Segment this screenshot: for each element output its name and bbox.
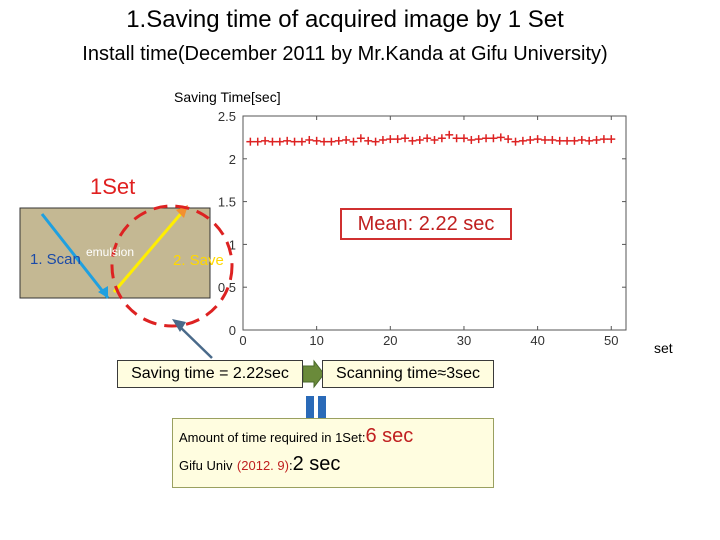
one-set-label: 1Set — [90, 174, 136, 199]
callout-arrow — [177, 324, 213, 359]
y-axis-label: Saving Time[sec] — [174, 89, 281, 105]
save-highlight-circle — [110, 204, 234, 328]
y-tick-label: 0 — [229, 323, 236, 338]
equals-bar-right — [318, 396, 326, 418]
data-point — [555, 136, 564, 145]
scanning-time-box: Scanning time≈3sec — [322, 360, 494, 388]
data-point — [592, 135, 601, 144]
data-point — [393, 135, 402, 144]
data-point — [511, 137, 520, 146]
data-point — [312, 136, 321, 145]
data-point — [518, 136, 527, 145]
data-point — [253, 137, 262, 146]
summary-line2-label: Gifu Univ — [179, 458, 233, 473]
data-point — [563, 136, 572, 145]
save-label: 2. Save — [173, 252, 224, 269]
mean-box: Mean: 2.22 sec — [340, 208, 512, 240]
data-point — [437, 134, 446, 143]
y-tick-label: 2 — [229, 152, 236, 167]
data-point — [459, 134, 468, 143]
data-point — [452, 134, 461, 143]
data-point — [496, 133, 505, 142]
mean-label: Mean: 2.22 sec — [357, 212, 495, 235]
data-point — [577, 135, 586, 144]
data-point — [320, 137, 329, 146]
data-point — [290, 137, 299, 146]
data-point — [599, 135, 608, 144]
data-point — [334, 136, 343, 145]
data-point — [430, 135, 439, 144]
data-point — [275, 137, 284, 146]
x-tick-label: 30 — [457, 333, 471, 348]
data-point — [607, 135, 616, 144]
x-tick-label: 0 — [239, 333, 246, 348]
data-point — [526, 135, 535, 144]
y-tick-label: 2.5 — [218, 109, 236, 124]
data-point — [585, 136, 594, 145]
data-point — [467, 135, 476, 144]
data-point — [423, 134, 432, 143]
data-point — [415, 135, 424, 144]
data-point — [327, 137, 336, 146]
summary-line1-colon: : — [361, 430, 366, 445]
summary-line-2: Gifu Univ (2012. 9):2 sec — [179, 453, 493, 481]
x-tick-label: 40 — [530, 333, 544, 348]
data-point — [305, 135, 314, 144]
data-point — [482, 134, 491, 143]
data-point — [540, 135, 549, 144]
data-point — [356, 134, 365, 143]
slide-title: 1.Saving time of acquired image by 1 Set — [126, 6, 564, 33]
save-arrow — [112, 209, 186, 293]
data-point — [445, 130, 454, 139]
scan-arrow-head — [98, 286, 108, 298]
scan-label: 1. Scan — [30, 251, 81, 268]
data-point — [349, 137, 358, 146]
data-point — [268, 137, 277, 146]
scanning-time-label: Scanning time≈3sec — [336, 365, 480, 382]
equals-bar-left — [306, 396, 314, 418]
summary-line-1: Amount of time required in 1Set:6 sec — [179, 425, 493, 453]
data-point — [533, 135, 542, 144]
x-tick-label: 10 — [309, 333, 323, 348]
summary-line2-colon: : — [288, 458, 293, 473]
data-point — [297, 137, 306, 146]
data-point — [489, 134, 498, 143]
data-point — [246, 137, 255, 146]
data-point — [283, 136, 292, 145]
right-arrow-icon — [302, 359, 325, 389]
data-point — [401, 134, 410, 143]
saving-time-label: Saving time = 2.22sec — [131, 365, 289, 382]
data-point — [504, 135, 513, 144]
data-point — [408, 136, 417, 145]
summary-box: Amount of time required in 1Set:6 sec Gi… — [172, 418, 494, 488]
y-tick-label: 1.5 — [218, 195, 236, 210]
data-point — [386, 135, 395, 144]
slide-subtitle: Install time(December 2011 by Mr.Kanda a… — [82, 43, 608, 65]
x-tick-label: 50 — [604, 333, 618, 348]
y-tick-label: 1 — [229, 237, 236, 252]
summary-line2-value: 2 sec — [292, 453, 341, 475]
x-tick-label: 20 — [383, 333, 397, 348]
summary-line1-value: 6 sec — [365, 425, 414, 447]
data-point — [364, 136, 373, 145]
summary-line2-date: (2012. 9) — [236, 458, 289, 473]
emulsion-block — [19, 207, 211, 299]
summary-line1-label: Amount of time required in 1Set — [179, 430, 362, 445]
data-point — [570, 136, 579, 145]
data-point — [261, 136, 270, 145]
emulsion-label: emulsion — [86, 245, 135, 259]
data-point — [378, 135, 387, 144]
saving-time-box: Saving time = 2.22sec — [117, 360, 303, 388]
data-point — [474, 135, 483, 144]
scan-arrow — [40, 213, 110, 299]
data-point — [371, 137, 380, 146]
data-point — [548, 135, 557, 144]
callout-arrow-head — [172, 319, 186, 332]
data-point — [342, 135, 351, 144]
x-axis-label: set — [654, 340, 673, 356]
